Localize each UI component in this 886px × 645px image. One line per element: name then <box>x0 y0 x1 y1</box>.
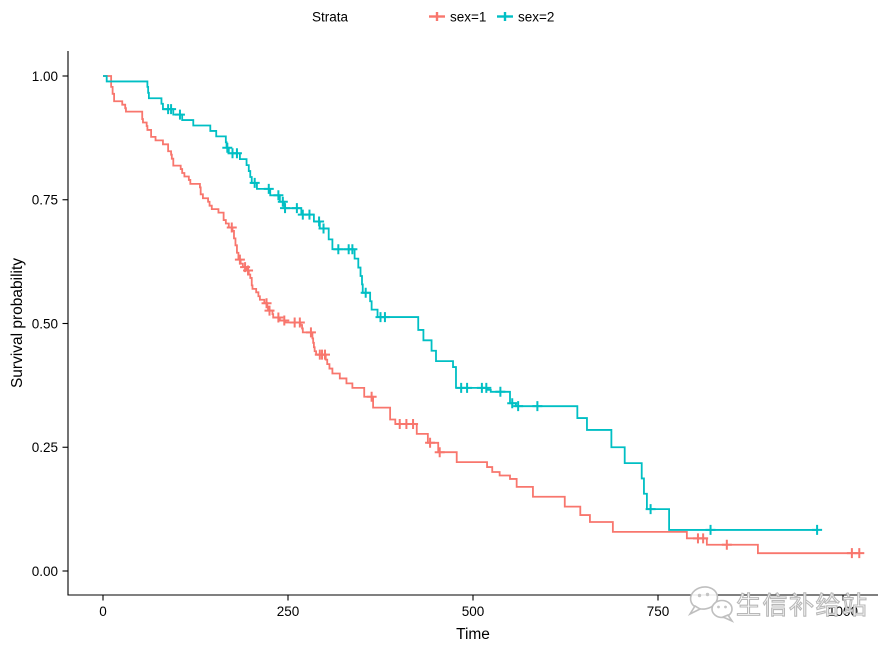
survival-curves <box>103 75 860 555</box>
x-tick-label: 250 <box>277 604 300 619</box>
censor-mark-sex2 <box>347 244 358 255</box>
censor-mark-sex2 <box>532 401 543 412</box>
censor-mark-sex1 <box>234 254 245 265</box>
censor-mark-sex1 <box>320 349 330 360</box>
censor-mark-sex2 <box>812 524 823 535</box>
legend-key-sex1-plus-icon <box>429 12 445 21</box>
survival-curve-sex1 <box>103 75 860 555</box>
censor-mark-sex1 <box>305 327 316 338</box>
y-tick-label: 1.00 <box>32 69 58 84</box>
watermark: 生信补给站 <box>687 586 869 623</box>
censor-mark-sex1 <box>279 315 290 326</box>
censor-mark-sex2 <box>222 142 233 153</box>
legend-label-sex1: sex=1 <box>450 10 486 25</box>
censor-mark-sex2 <box>291 203 302 214</box>
wechat-logo-icon <box>687 586 735 623</box>
censor-mark-sex2 <box>379 312 390 323</box>
plot-legend: Strata sex=1 sex=2 <box>312 10 554 25</box>
y-tick-label: 0.25 <box>32 440 58 455</box>
x-tick-label: 750 <box>647 604 670 619</box>
legend-key-sex2-plus-icon <box>497 12 513 21</box>
censor-mark-sex2 <box>166 104 177 115</box>
y-tick-label: 0.00 <box>32 564 58 579</box>
legend-label-sex2: sex=2 <box>518 10 554 25</box>
censor-mark-sex1 <box>261 298 272 309</box>
censor-mark-sex1 <box>408 418 419 429</box>
censor-marks <box>163 104 865 559</box>
x-tick-label: 1000 <box>828 604 858 619</box>
censor-mark-sex2 <box>273 190 284 201</box>
censor-mark-sex2 <box>263 183 274 194</box>
censor-mark-sex2 <box>705 524 716 535</box>
censor-mark-sex1 <box>434 447 445 458</box>
y-tick-label: 0.75 <box>32 193 58 208</box>
censor-mark-sex1 <box>425 437 436 448</box>
censor-mark-sex2 <box>249 177 260 188</box>
censor-mark-sex2 <box>507 398 518 409</box>
x-axis-title: Time <box>456 626 490 643</box>
watermark-text: 生信补给站 <box>736 592 869 620</box>
censor-mark-sex2 <box>481 382 492 393</box>
censor-mark-sex1 <box>273 312 284 323</box>
censor-mark-sex2 <box>174 109 185 120</box>
x-tick-label: 500 <box>462 604 485 619</box>
legend-title: Strata <box>312 10 349 25</box>
censor-mark-sex2 <box>645 504 656 515</box>
censor-mark-sex1 <box>854 548 865 559</box>
censor-mark-sex2 <box>462 382 473 393</box>
x-axis-ticks: 0 250 500 750 1000 <box>99 595 858 619</box>
censor-mark-sex2 <box>513 401 524 412</box>
censor-mark-sex2 <box>304 209 315 220</box>
censor-mark-sex2 <box>277 196 288 207</box>
censor-mark-sex2 <box>314 216 325 227</box>
censor-mark-sex2 <box>231 148 242 159</box>
censor-mark-sex1 <box>264 305 275 316</box>
y-tick-label: 0.50 <box>32 316 58 331</box>
censor-mark-sex2 <box>495 386 506 397</box>
censor-mark-sex1 <box>294 317 305 328</box>
x-tick-label: 0 <box>99 604 107 619</box>
censor-mark-sex2 <box>360 287 371 298</box>
censor-mark-sex2 <box>333 244 344 255</box>
censor-mark-sex1 <box>721 539 732 550</box>
y-axis-ticks: 0.00 0.25 0.50 0.75 1.00 <box>32 69 68 579</box>
censor-mark-sex1 <box>366 391 377 402</box>
y-axis-title: Survival probability <box>9 258 26 388</box>
censor-mark-sex1 <box>243 265 254 276</box>
censor-mark-sex1 <box>698 533 709 544</box>
censor-mark-sex2 <box>280 203 291 214</box>
censor-mark-sex2 <box>318 223 329 234</box>
censor-mark-sex1 <box>226 222 237 233</box>
